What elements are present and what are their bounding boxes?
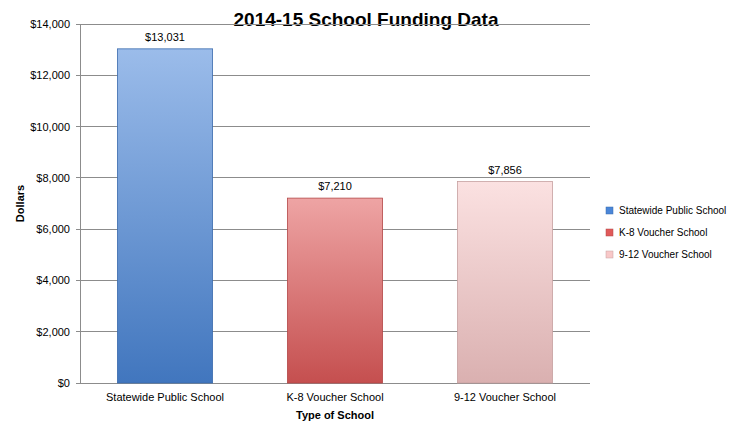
y-tick-label: $6,000 — [36, 223, 70, 235]
y-tick-label: $14,000 — [30, 18, 70, 30]
x-axis-title: Type of School — [296, 409, 374, 421]
y-tick-label: $12,000 — [30, 69, 70, 81]
y-tick — [76, 229, 80, 230]
y-tick-label: $0 — [58, 377, 70, 389]
legend: Statewide Public School K-8 Voucher Schoo… — [606, 205, 726, 260]
y-tick-label: $10,000 — [30, 121, 70, 133]
grid — [76, 24, 590, 383]
y-tick-label: $8,000 — [36, 172, 70, 184]
legend-label: K-8 Voucher School — [619, 227, 707, 238]
bar — [117, 49, 212, 383]
x-tick-label: Statewide Public School — [106, 391, 224, 403]
data-label: $13,031 — [145, 31, 185, 43]
chart: 2014-15 School Funding Data $0 $2,000 $4,00… — [0, 0, 732, 436]
x-tick-label: K-8 Voucher School — [286, 391, 383, 403]
grid-line — [80, 24, 590, 25]
y-tick — [76, 280, 80, 281]
legend-label: Statewide Public School — [619, 205, 726, 216]
data-label: $7,210 — [318, 180, 352, 192]
y-axis-title: Dollars — [14, 185, 26, 222]
y-tick — [76, 24, 80, 25]
legend-swatch — [606, 207, 613, 214]
y-tick — [76, 177, 80, 178]
y-tick — [76, 383, 80, 384]
x-tick-label: 9-12 Voucher School — [454, 391, 556, 403]
y-tick — [76, 126, 80, 127]
y-tick — [76, 75, 80, 76]
y-tick — [76, 331, 80, 332]
bar — [287, 198, 382, 383]
y-tick-label: $2,000 — [36, 326, 70, 338]
legend-swatch — [606, 229, 613, 236]
y-axis-line — [80, 24, 81, 383]
data-label: $7,856 — [488, 164, 522, 176]
bar — [457, 182, 552, 383]
legend-swatch — [606, 251, 613, 258]
legend-label: 9-12 Voucher School — [619, 249, 712, 260]
title: 2014-15 School Funding Data — [234, 9, 499, 30]
y-tick-label: $4,000 — [36, 274, 70, 286]
